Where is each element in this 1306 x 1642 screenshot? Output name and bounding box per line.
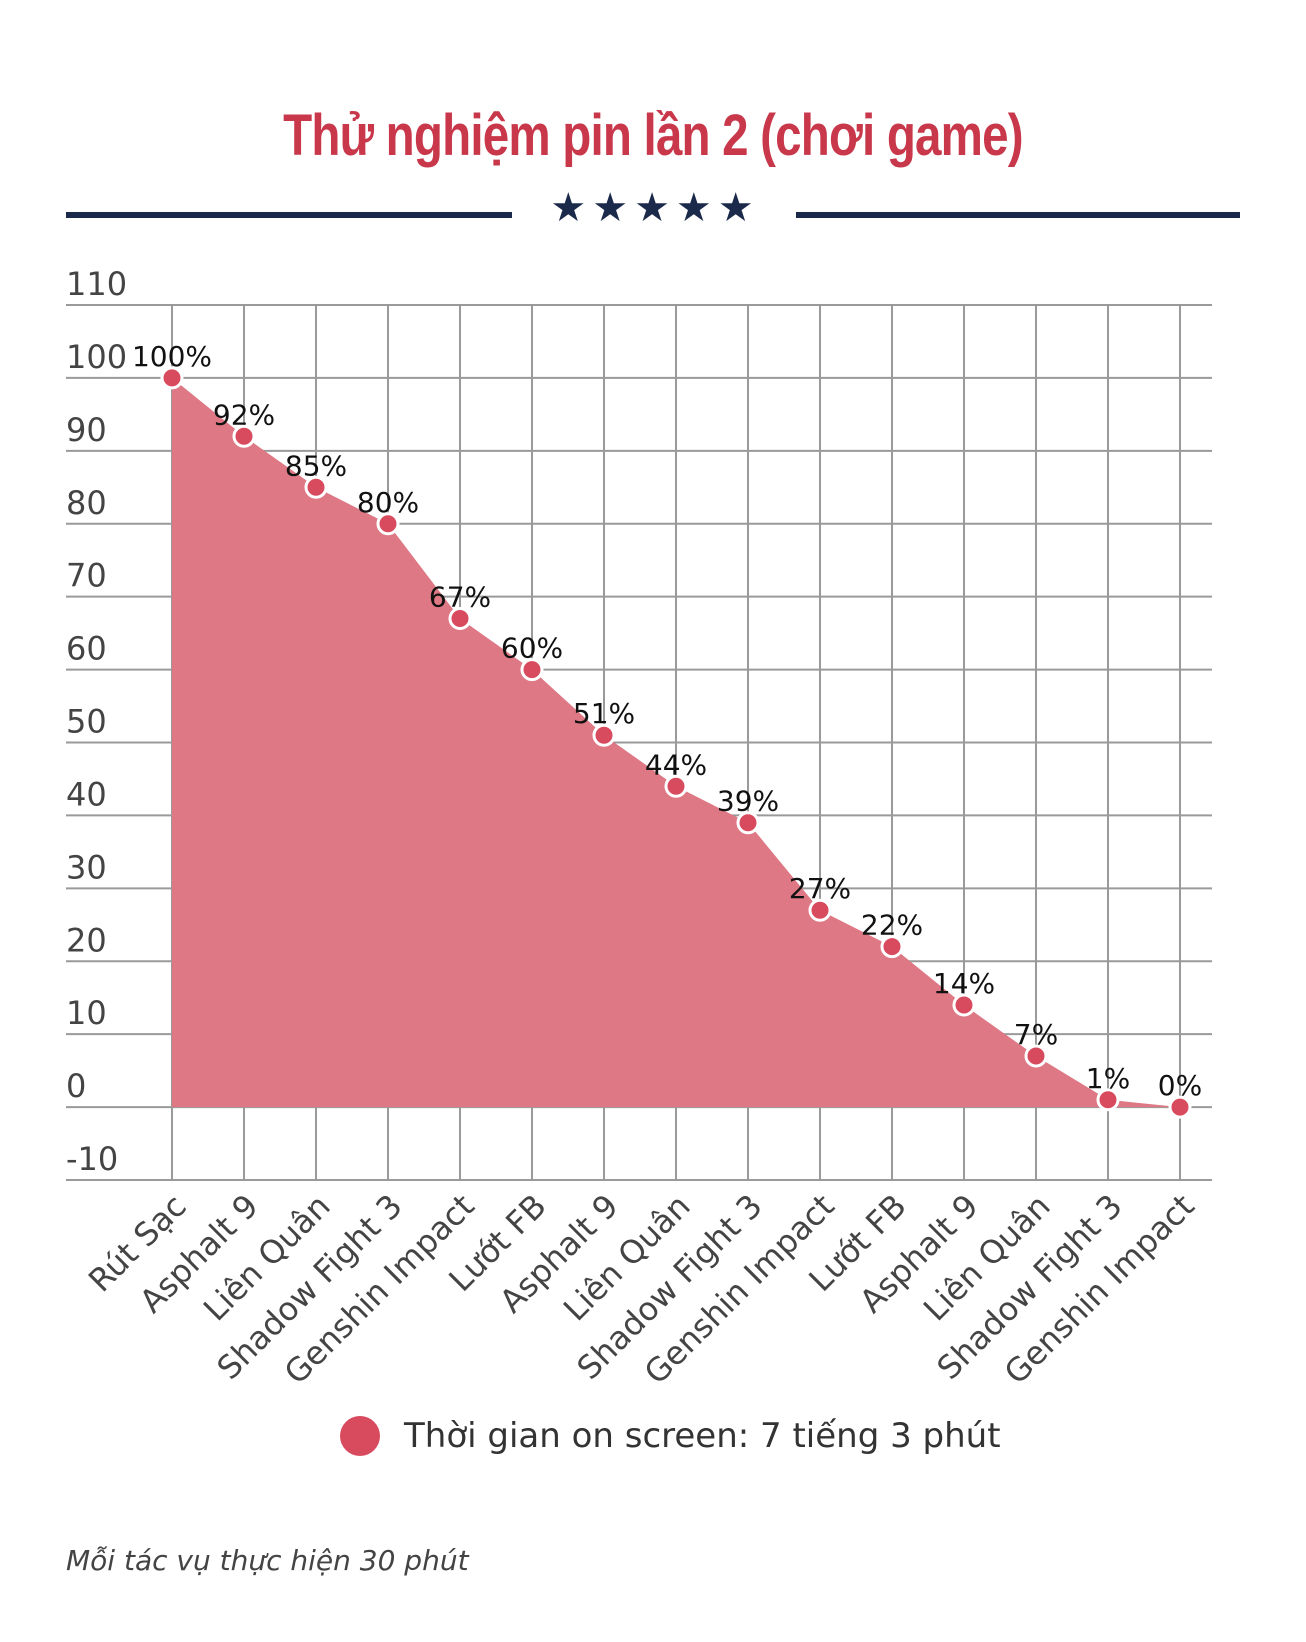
data-point [1168,1095,1192,1119]
data-point [592,723,616,747]
data-label: 22% [861,909,923,942]
data-label: 27% [789,872,851,905]
data-points [160,366,1192,1119]
footnote: Mỗi tác vụ thực hiện 30 phút [66,1544,469,1577]
y-tick-label: 90 [66,411,107,449]
data-point [520,658,544,682]
data-point [304,475,328,499]
data-point [808,898,832,922]
data-label: 60% [501,632,563,665]
y-tick-label: 80 [66,484,107,522]
y-tick-label: 50 [66,703,107,741]
data-point [160,366,184,390]
data-label: 100% [132,340,212,373]
title-rule-right [796,212,1240,218]
y-tick-label: 30 [66,848,107,886]
stars-icon: ★★★★★ [550,185,760,231]
data-point [880,935,904,959]
area-layer [172,377,1180,1108]
data-label: 1% [1086,1062,1130,1095]
y-tick-label: 0 [66,1067,86,1105]
data-label: 67% [429,581,491,614]
data-label: 44% [645,748,707,781]
legend: Thời gian on screen: 7 tiếng 3 phút [340,1416,1001,1456]
data-point [664,774,688,798]
data-label: 80% [357,486,419,519]
y-tick-label: 70 [66,557,107,595]
y-tick-label: 100 [66,338,127,376]
data-label: 92% [213,398,275,431]
title-rule-left [66,212,512,218]
data-point [1024,1044,1048,1068]
data-point [736,811,760,835]
data-label: 14% [933,967,995,1000]
data-labels: 100%92% 85% 80% 67% 60% 51% 44% 39% 27% 22% 14% 7% 1… [132,340,1202,1102]
y-tick-label: -10 [66,1140,118,1178]
legend-marker-icon [340,1416,380,1456]
data-label: 0% [1158,1069,1202,1102]
data-point [448,607,472,631]
y-tick-label: 110 [66,265,127,303]
data-point [952,993,976,1017]
y-tick-label: 20 [66,921,107,959]
data-point [376,512,400,536]
data-point [1096,1088,1120,1112]
data-label: 7% [1014,1018,1058,1051]
y-tick-label: 40 [66,775,107,813]
chart-title: Thử nghiệm pin lần 2 (chơi game) [283,103,1023,168]
data-label: 51% [573,697,635,730]
data-label: 39% [717,785,779,818]
y-tick-label: 60 [66,630,107,668]
data-label: 85% [285,449,347,482]
y-tick-label: 10 [66,994,107,1032]
area-fill [172,377,1180,1108]
legend-label: Thời gian on screen: 7 tiếng 3 phút [404,1416,1001,1456]
data-point [232,424,256,448]
